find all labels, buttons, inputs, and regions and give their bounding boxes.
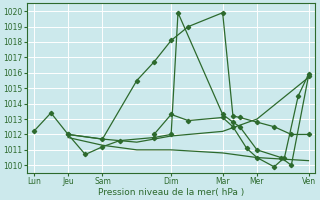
- X-axis label: Pression niveau de la mer( hPa ): Pression niveau de la mer( hPa ): [98, 188, 244, 197]
